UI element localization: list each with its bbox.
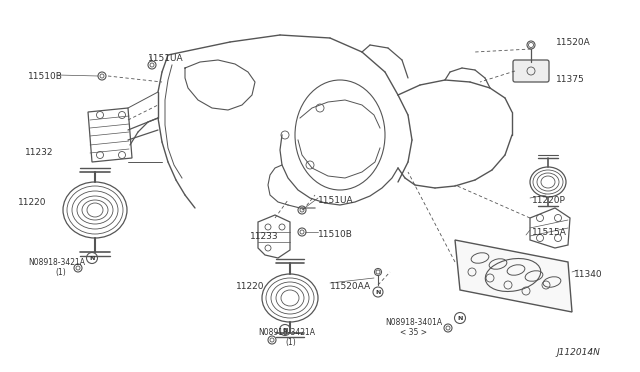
Text: N08918-3401A: N08918-3401A [385,318,442,327]
Text: 11232: 11232 [25,148,54,157]
Text: J112014N: J112014N [556,348,600,357]
Text: 11233: 11233 [250,232,278,241]
Text: 1151UA: 1151UA [148,54,184,63]
Text: N: N [90,256,95,260]
Text: < 35 >: < 35 > [400,328,427,337]
Text: 11520AA: 11520AA [330,282,371,291]
Text: 11515A: 11515A [532,228,567,237]
Text: 11510B: 11510B [28,72,63,81]
Text: N: N [458,315,463,321]
FancyBboxPatch shape [513,60,549,82]
Text: N: N [282,327,288,333]
Polygon shape [455,240,572,312]
Text: (1): (1) [285,338,296,347]
Text: N: N [375,289,381,295]
Text: 11220: 11220 [18,198,47,207]
Text: (1): (1) [55,268,66,277]
Text: 11220: 11220 [236,282,264,291]
Text: 11510B: 11510B [318,230,353,239]
Text: N08918-3421A: N08918-3421A [258,328,315,337]
Text: 11375: 11375 [556,75,585,84]
Text: 1151UA: 1151UA [318,196,354,205]
Text: 11520A: 11520A [556,38,591,47]
Text: 11340: 11340 [574,270,603,279]
Text: 11220P: 11220P [532,196,566,205]
Text: N08918-3421A: N08918-3421A [28,258,85,267]
